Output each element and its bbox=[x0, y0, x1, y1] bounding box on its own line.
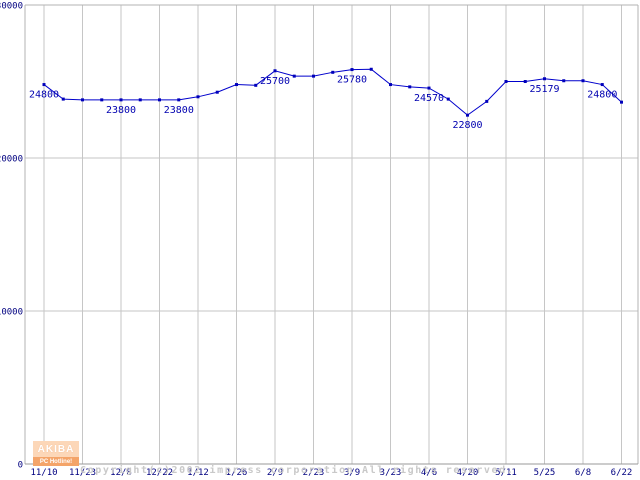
value-label: 25780 bbox=[337, 75, 367, 86]
data-point-marker bbox=[620, 100, 623, 104]
data-point-marker bbox=[427, 86, 431, 90]
value-label: 22800 bbox=[452, 120, 482, 131]
x-axis-tick-label: 3/9 bbox=[344, 468, 360, 478]
data-point-marker bbox=[100, 98, 104, 102]
data-point-marker bbox=[331, 70, 335, 74]
data-point-marker bbox=[215, 90, 219, 94]
value-label: 23800 bbox=[106, 105, 136, 116]
plot-border bbox=[24, 4, 639, 465]
data-point-marker bbox=[389, 83, 392, 87]
data-point-markers bbox=[42, 67, 623, 117]
data-point-marker bbox=[485, 99, 489, 103]
value-label: 24800 bbox=[587, 90, 617, 101]
x-axis-tick-label: 2/23 bbox=[303, 468, 325, 478]
value-label: 24800 bbox=[29, 90, 59, 101]
data-point-marker bbox=[254, 83, 258, 87]
data-point-marker bbox=[158, 98, 161, 102]
data-point-marker bbox=[562, 79, 566, 83]
data-point-marker bbox=[119, 98, 123, 102]
data-point-marker bbox=[81, 98, 84, 102]
x-axis-tick-label: 4/20 bbox=[457, 468, 479, 478]
data-point-marker bbox=[42, 83, 46, 87]
y-axis-tick-label: 20000 bbox=[0, 155, 23, 165]
x-axis-labels: 11/10 11/23 12/8 12/22 1/12 1/26 2/9 2/23 3/9 3/2… bbox=[30, 468, 632, 478]
data-point-marker bbox=[446, 97, 450, 101]
data-point-marker bbox=[600, 83, 604, 87]
x-axis-tick-label: 1/26 bbox=[226, 468, 248, 478]
value-label: 24570 bbox=[414, 93, 444, 104]
y-axis-tick-label: 30000 bbox=[0, 2, 23, 12]
y-axis-tick-label: 10000 bbox=[0, 308, 23, 318]
x-axis-tick-label: 5/25 bbox=[534, 468, 556, 478]
x-axis-tick-label: 12/22 bbox=[146, 468, 173, 478]
data-point-marker bbox=[235, 83, 238, 87]
copyright-line-1: Copyright(c)2002 impress corporation All… bbox=[80, 465, 515, 476]
data-point-marker bbox=[543, 77, 546, 81]
data-point-marker bbox=[466, 113, 469, 117]
x-axis-tick-label: 6/22 bbox=[611, 468, 633, 478]
copyright-block: Copyright(c)2002 impress corporation All… bbox=[80, 443, 514, 480]
data-point-marker bbox=[292, 74, 296, 78]
data-point-marker bbox=[408, 85, 412, 89]
gridlines bbox=[25, 5, 638, 464]
data-point-marker bbox=[177, 98, 181, 102]
x-axis-tick-label: 5/11 bbox=[495, 468, 517, 478]
x-axis-tick-label: 6/8 bbox=[575, 468, 591, 478]
akiba-pc-hotline-logo: AKIBA PC Hotline! bbox=[33, 441, 79, 466]
x-axis-tick-label: 2/9 bbox=[267, 468, 283, 478]
data-point-marker bbox=[312, 74, 315, 78]
data-point-marker bbox=[138, 98, 142, 102]
x-axis-tick-label: 11/23 bbox=[69, 468, 96, 478]
value-labels: 24800 23800 23800 25700 25780 24570 22800 25179… bbox=[29, 75, 617, 132]
logo-pc-hotline-text: PC Hotline! bbox=[33, 457, 79, 466]
x-axis-tick-label: 4/6 bbox=[421, 468, 437, 478]
x-axis-tick-label: 1/12 bbox=[187, 468, 209, 478]
data-point-marker bbox=[581, 79, 585, 83]
data-point-marker bbox=[369, 67, 373, 71]
value-label: 25179 bbox=[529, 84, 559, 95]
data-point-marker bbox=[350, 68, 354, 72]
data-point-marker bbox=[504, 80, 508, 83]
y-axis-tick-label: 0 bbox=[18, 461, 23, 471]
y-axis-labels: 0 10000 20000 30000 bbox=[0, 2, 23, 471]
data-point-marker bbox=[196, 95, 200, 99]
data-point-marker bbox=[523, 80, 527, 83]
value-label: 23800 bbox=[164, 105, 194, 116]
x-axis-tick-label: 11/10 bbox=[30, 468, 57, 478]
value-label: 25700 bbox=[260, 76, 290, 87]
logo-akiba-text: AKIBA bbox=[37, 443, 75, 455]
x-axis-tick-label: 12/8 bbox=[110, 468, 132, 478]
x-axis-tick-label: 3/23 bbox=[380, 468, 402, 478]
data-point-marker bbox=[61, 97, 65, 101]
data-point-marker bbox=[273, 69, 277, 73]
